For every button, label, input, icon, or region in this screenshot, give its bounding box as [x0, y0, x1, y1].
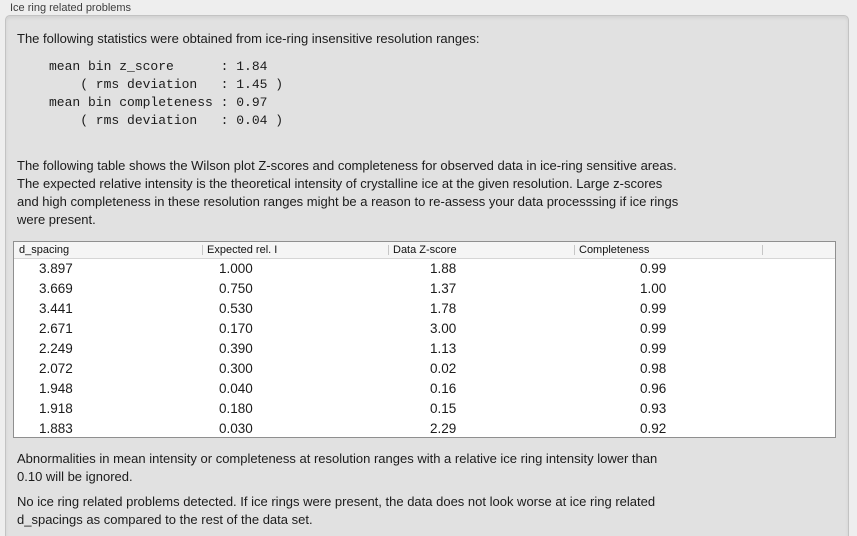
ice-ring-panel: The following statistics were obtained f…	[5, 15, 849, 536]
table-cell	[762, 359, 835, 379]
column-header-completeness[interactable]: Completeness	[574, 242, 762, 259]
table-cell	[762, 299, 835, 319]
table-cell: 0.99	[640, 340, 667, 356]
table-cell	[762, 279, 835, 299]
table-cell	[762, 399, 835, 419]
table-cell	[762, 258, 835, 279]
table-cell	[762, 319, 835, 339]
table-cell: 1.000	[219, 260, 253, 276]
table-cell: 2.671	[39, 320, 73, 336]
results-table-frame: d_spacing Expected rel. I Data Z-score Comp…	[13, 241, 836, 438]
table-cell: 0.16	[430, 380, 457, 396]
results-table: d_spacing Expected rel. I Data Z-score Comp…	[14, 242, 835, 438]
table-cell: 1.883	[39, 420, 73, 436]
panel-content: The following statistics were obtained f…	[6, 16, 848, 529]
table-cell: 1.00	[640, 280, 667, 296]
table-cell: 0.530	[219, 300, 253, 316]
table-cell: 0.99	[640, 320, 667, 336]
table-cell: 1.13	[430, 340, 457, 356]
table-row[interactable]: 1.918 0.180 0.15 0.93	[14, 399, 835, 419]
table-cell: 0.15	[430, 400, 457, 416]
table-cell: 2.249	[39, 340, 73, 356]
table-row[interactable]: 3.897 1.000 1.88 0.99	[14, 258, 835, 279]
table-header-row: d_spacing Expected rel. I Data Z-score Comp…	[14, 242, 835, 259]
column-header-expected-rel-i[interactable]: Expected rel. I	[202, 242, 388, 259]
table-cell	[762, 339, 835, 359]
table-cell	[762, 419, 835, 438]
table-cell: 0.93	[640, 400, 667, 416]
ice-table-body: 3.897 1.000 1.88 0.99 3.669 0.750 1.37 1.00 3.44…	[14, 258, 835, 438]
table-cell: 1.948	[39, 380, 73, 396]
table-cell: 0.180	[219, 400, 253, 416]
table-cell: 0.99	[640, 260, 667, 276]
table-row[interactable]: 2.671 0.170 3.00 0.99	[14, 319, 835, 339]
table-cell: 0.170	[219, 320, 253, 336]
table-cell: 0.300	[219, 360, 253, 376]
column-header-d-spacing[interactable]: d_spacing	[14, 242, 202, 259]
table-cell: 3.669	[39, 280, 73, 296]
table-cell	[762, 379, 835, 399]
conclusion-text: No ice ring related problems detected. I…	[17, 494, 656, 527]
table-row[interactable]: 1.948 0.040 0.16 0.96	[14, 379, 835, 399]
table-cell: 0.750	[219, 280, 253, 296]
table-cell: 2.29	[430, 420, 457, 436]
table-cell: 3.897	[39, 260, 73, 276]
table-cell: 1.78	[430, 300, 457, 316]
table-row[interactable]: 2.072 0.300 0.02 0.98	[14, 359, 835, 379]
table-row[interactable]: 1.883 0.030 2.29 0.92	[14, 419, 835, 438]
column-header-data-z-score[interactable]: Data Z-score	[388, 242, 574, 259]
table-cell: 1.37	[430, 280, 457, 296]
note-text: Abnormalities in mean intensity or compl…	[17, 451, 658, 484]
table-cell: 0.02	[430, 360, 457, 376]
table-row[interactable]: 2.249 0.390 1.13 0.99	[14, 339, 835, 359]
stats-block: mean bin z_score : 1.84 ( rms deviation …	[49, 59, 284, 128]
table-cell: 1.88	[430, 260, 457, 276]
intro-text: The following statistics were obtained f…	[17, 31, 480, 46]
table-cell: 0.040	[219, 380, 253, 396]
table-cell: 0.99	[640, 300, 667, 316]
table-cell: 0.030	[219, 420, 253, 436]
table-cell: 0.390	[219, 340, 253, 356]
groupbox-title: Ice ring related problems	[10, 2, 132, 14]
table-cell: 0.98	[640, 360, 667, 376]
column-header-empty[interactable]	[762, 242, 835, 259]
description-text: The following table shows the Wilson plo…	[17, 158, 679, 227]
table-cell: 0.92	[640, 420, 667, 436]
table-cell: 1.918	[39, 400, 73, 416]
table-cell: 2.072	[39, 360, 73, 376]
table-row[interactable]: 3.669 0.750 1.37 1.00	[14, 279, 835, 299]
table-cell: 0.96	[640, 380, 667, 396]
table-cell: 3.00	[430, 320, 457, 336]
table-cell: 3.441	[39, 300, 73, 316]
table-row[interactable]: 3.441 0.530 1.78 0.99	[14, 299, 835, 319]
